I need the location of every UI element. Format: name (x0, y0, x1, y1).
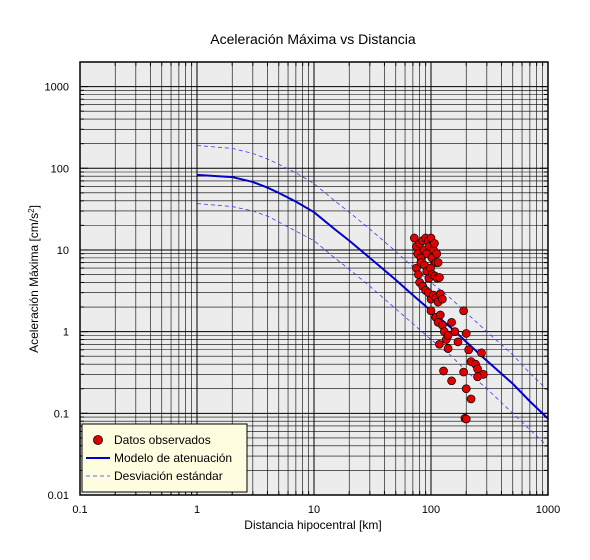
x-tick-label: 0.1 (72, 504, 87, 516)
data-point (435, 273, 444, 282)
series-layer (196, 145, 549, 448)
data-point (409, 233, 419, 243)
data-point (459, 367, 468, 377)
chart-title: Aceleración Máxima vs Distancia (210, 31, 416, 47)
data-point (443, 331, 453, 340)
x-axis-title: Distancia hipocentral [km] (244, 518, 381, 532)
data-point (477, 348, 486, 358)
y-tick-label: 10 (57, 245, 69, 257)
x-tick-labels: 0.1 1 10 100 1000 (72, 504, 560, 516)
legend-marker-observed (93, 435, 103, 445)
y-tick-label: 100 (51, 163, 69, 175)
x-tick-label: 100 (422, 504, 440, 516)
data-point (430, 239, 439, 248)
tick-marks (79, 61, 548, 496)
y-tick-label: 1 (63, 327, 69, 339)
data-point (473, 372, 482, 382)
data-point (435, 310, 445, 320)
data-point (443, 344, 453, 353)
data-point (433, 258, 443, 267)
y-tick-label: 0.1 (54, 408, 69, 420)
data-point (426, 306, 436, 316)
y-axis-title-close: ] (27, 205, 41, 208)
data-point (435, 339, 444, 349)
std-dev-line (196, 145, 549, 391)
data-point (459, 306, 468, 316)
data-point (447, 376, 456, 386)
data-point (461, 384, 471, 394)
data-point (461, 414, 471, 424)
data-point (450, 327, 460, 336)
y-axis-title-sup: 2 (27, 208, 36, 213)
data-point (453, 337, 463, 347)
data-point (447, 317, 456, 327)
data-point (437, 294, 447, 304)
y-axis-title: Aceleración Máxima [cm/s2] (27, 205, 41, 353)
legend-label-std: Desviación estándar (114, 469, 223, 483)
x-tick-label: 10 (308, 504, 320, 516)
data-point (461, 329, 471, 338)
data-point (464, 345, 474, 355)
y-axis-title-main: Aceleración Máxima [cm/s (27, 213, 41, 353)
legend-label-observed: Datos observados (114, 433, 211, 447)
data-point (432, 249, 442, 259)
std-dev-line (196, 203, 549, 448)
legend: Datos observados Modelo de atenuación De… (81, 423, 248, 493)
y-tick-label: 1000 (45, 82, 69, 94)
y-tick-label: 0.01 (48, 490, 69, 502)
model-line (196, 173, 549, 420)
x-tick-label: 1 (194, 504, 200, 516)
data-point (414, 270, 423, 279)
y-tick-labels: 0.01 0.1 1 10 100 1000 (45, 82, 69, 502)
data-point (466, 394, 476, 404)
grid (79, 61, 548, 496)
x-tick-label: 1000 (536, 504, 560, 516)
legend-label-model: Modelo de atenuación (114, 451, 232, 465)
data-point (439, 366, 448, 376)
